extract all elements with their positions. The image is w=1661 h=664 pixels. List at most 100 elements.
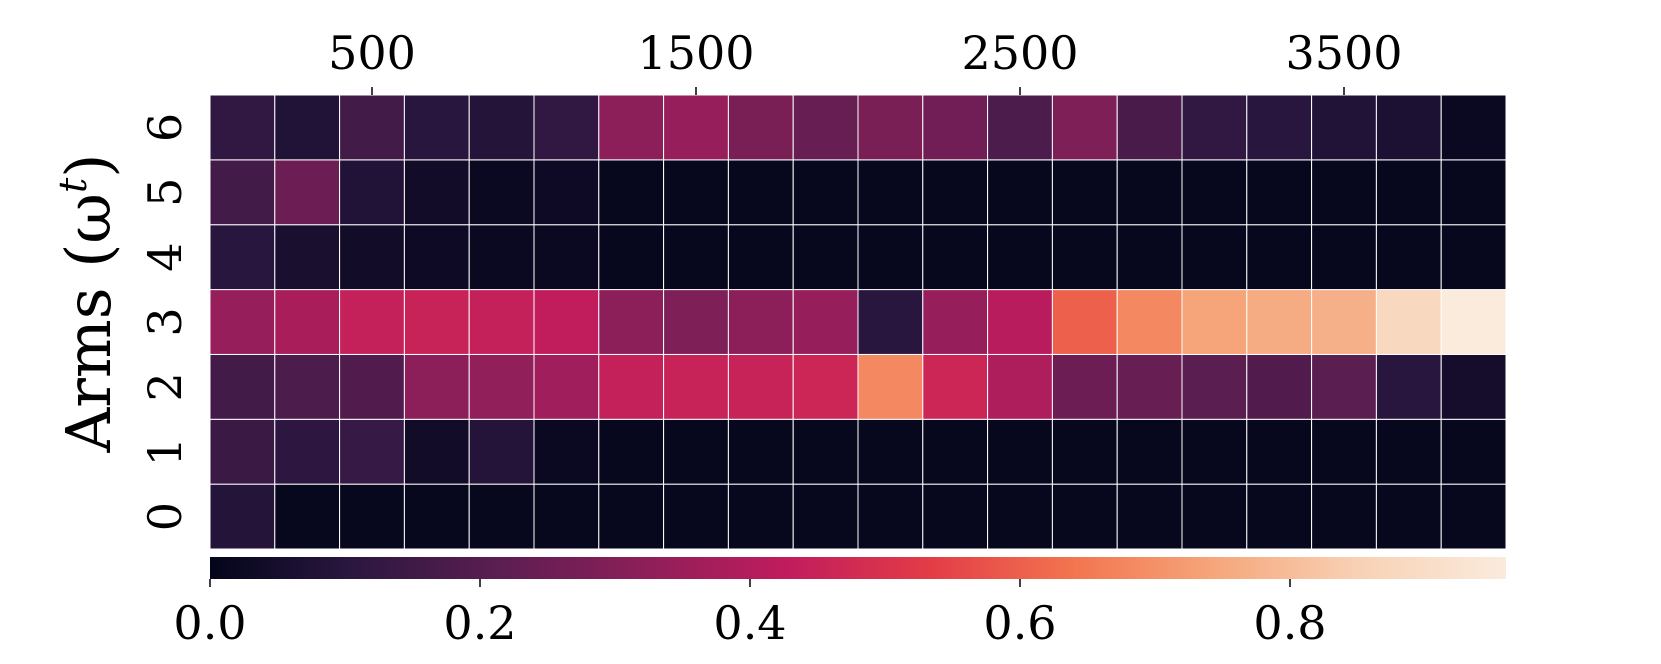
y-axis-label: Arms (ωt) bbox=[51, 154, 125, 454]
heatmap-cell bbox=[339, 94, 405, 161]
heatmap-cell bbox=[987, 224, 1053, 291]
heatmap-cell bbox=[1375, 418, 1442, 485]
heatmap-cell bbox=[1051, 224, 1118, 291]
heatmap-cell bbox=[533, 94, 600, 161]
heatmap-cell bbox=[1051, 94, 1118, 161]
heatmap-cell bbox=[209, 94, 276, 161]
heatmap-cell bbox=[403, 94, 470, 161]
heatmap-cell bbox=[987, 289, 1053, 355]
heatmap-cell bbox=[209, 224, 276, 291]
heatmap-cell bbox=[274, 94, 341, 161]
heatmap-cell bbox=[1246, 94, 1313, 161]
heatmap-cell bbox=[727, 224, 794, 291]
heatmap-cell bbox=[468, 94, 535, 161]
heatmap-cell bbox=[727, 483, 794, 550]
heatmap-cell bbox=[209, 289, 276, 355]
y-tick-label: 1 bbox=[138, 437, 192, 466]
heatmap-cell bbox=[1440, 159, 1507, 226]
heatmap-cell bbox=[663, 353, 729, 420]
heatmap-cell bbox=[598, 94, 665, 161]
heatmap-cell bbox=[1311, 418, 1377, 485]
y-axis-label-close: ) bbox=[52, 154, 125, 178]
heatmap-cell bbox=[598, 289, 665, 355]
y-tick-label: 4 bbox=[138, 243, 192, 272]
heatmap-cell bbox=[1311, 353, 1377, 420]
heatmap-cell bbox=[403, 353, 470, 420]
heatmap-cell bbox=[209, 483, 276, 550]
heatmap-cell bbox=[1440, 353, 1507, 420]
heatmap-cell bbox=[1311, 159, 1377, 226]
heatmap-cell bbox=[1116, 94, 1183, 161]
y-tick-label: 6 bbox=[138, 113, 192, 142]
heatmap-cell bbox=[727, 289, 794, 355]
heatmap-cell bbox=[1181, 94, 1248, 161]
colorbar-tick-label: 0.8 bbox=[1253, 596, 1326, 650]
heatmap-cell bbox=[1440, 289, 1507, 355]
heatmap-cell bbox=[1311, 94, 1377, 161]
heatmap-cell bbox=[1181, 224, 1248, 291]
heatmap-cell bbox=[922, 353, 989, 420]
heatmap-cell bbox=[1375, 483, 1442, 550]
heatmap-cell bbox=[403, 159, 470, 226]
heatmap-cell bbox=[922, 418, 989, 485]
heatmap-cell bbox=[1116, 353, 1183, 420]
heatmap-cell bbox=[403, 483, 470, 550]
heatmap-cell bbox=[403, 289, 470, 355]
heatmap-cell bbox=[1246, 353, 1313, 420]
heatmap-cell bbox=[339, 224, 405, 291]
heatmap-cell bbox=[857, 224, 924, 291]
heatmap-cell bbox=[727, 94, 794, 161]
heatmap-cell bbox=[1181, 353, 1248, 420]
heatmap-cell bbox=[857, 159, 924, 226]
heatmap-cell bbox=[1116, 483, 1183, 550]
heatmap-cell bbox=[533, 353, 600, 420]
heatmap-cell bbox=[1375, 159, 1442, 226]
y-axis-label-superscript: t bbox=[51, 177, 95, 193]
heatmap-cell bbox=[1375, 289, 1442, 355]
x-tick-label: 2500 bbox=[961, 26, 1078, 80]
heatmap-cell bbox=[987, 94, 1053, 161]
heatmap-cell bbox=[922, 94, 989, 161]
heatmap-cell bbox=[857, 353, 924, 420]
heatmap-cell bbox=[1116, 159, 1183, 226]
heatmap-cell bbox=[1440, 483, 1507, 550]
heatmap-cell bbox=[1375, 224, 1442, 291]
heatmap-cell bbox=[857, 94, 924, 161]
heatmap-cell bbox=[1246, 159, 1313, 226]
heatmap-cell bbox=[533, 224, 600, 291]
heatmap-cell bbox=[598, 483, 665, 550]
heatmap-cell bbox=[1051, 289, 1118, 355]
heatmap-cell bbox=[663, 159, 729, 226]
heatmap-cell bbox=[1246, 224, 1313, 291]
heatmap-cell bbox=[209, 159, 276, 226]
y-tick-label: 0 bbox=[138, 502, 192, 531]
heatmap-cell bbox=[598, 418, 665, 485]
heatmap-cell bbox=[403, 224, 470, 291]
heatmap-cell bbox=[274, 483, 341, 550]
heatmap-cell bbox=[922, 483, 989, 550]
heatmap-cells bbox=[209, 94, 1507, 550]
heatmap-cell bbox=[1311, 289, 1377, 355]
heatmap-cell bbox=[792, 418, 859, 485]
heatmap-cell bbox=[922, 289, 989, 355]
heatmap-cell bbox=[663, 418, 729, 485]
heatmap-cell bbox=[857, 483, 924, 550]
colorbar-bar bbox=[210, 557, 1506, 579]
heatmap-cell bbox=[1246, 289, 1313, 355]
heatmap-cell bbox=[792, 289, 859, 355]
heatmap-cell bbox=[987, 418, 1053, 485]
heatmap-cell bbox=[792, 483, 859, 550]
heatmap-cell bbox=[339, 483, 405, 550]
colorbar-tick-label: 0.4 bbox=[713, 596, 786, 650]
colorbar-tick-label: 0.6 bbox=[983, 596, 1056, 650]
heatmap-cell bbox=[792, 224, 859, 291]
colorbar-tick-label: 0.2 bbox=[443, 596, 516, 650]
heatmap-cell bbox=[792, 94, 859, 161]
heatmap-cell bbox=[922, 159, 989, 226]
heatmap-cell bbox=[857, 418, 924, 485]
heatmap-cell bbox=[1375, 94, 1442, 161]
x-tick-label: 1500 bbox=[637, 26, 754, 80]
heatmap-cell bbox=[1181, 418, 1248, 485]
colorbar-ticks: 0.0 0.2 0.4 0.6 0.8 bbox=[173, 579, 1327, 650]
y-tick-label: 2 bbox=[138, 372, 192, 401]
